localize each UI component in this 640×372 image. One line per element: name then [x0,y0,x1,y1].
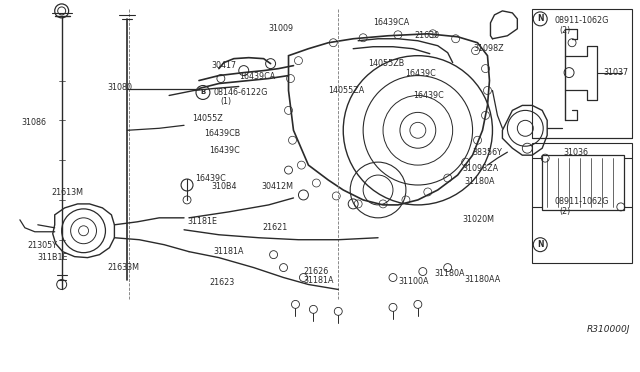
Text: 31036: 31036 [563,148,588,157]
Text: 08911-1062G: 08911-1062G [554,198,609,206]
Text: 311B1E: 311B1E [38,253,68,262]
Text: 08911-1062G: 08911-1062G [554,16,609,25]
Text: 31098ZA: 31098ZA [463,164,499,173]
Text: B: B [200,90,205,96]
Text: 16439C: 16439C [405,69,436,78]
Text: 21633M: 21633M [108,263,140,272]
Text: 31100A: 31100A [398,277,428,286]
Text: 16439C: 16439C [413,91,444,100]
Text: 14055ZA: 14055ZA [328,86,365,95]
Text: 31020M: 31020M [463,215,495,224]
Text: 31181A: 31181A [303,276,334,285]
Text: 30417: 30417 [212,61,237,70]
Text: 31181E: 31181E [187,217,217,226]
Text: 16439CA: 16439CA [373,18,410,27]
Text: 14055Z: 14055Z [192,114,223,123]
Text: (2): (2) [559,207,570,217]
Bar [532,143,632,263]
Text: 31080: 31080 [108,83,132,92]
Text: 21305Y: 21305Y [28,241,58,250]
Text: (2): (2) [559,26,570,35]
Text: 21626: 21626 [303,267,329,276]
Text: (1): (1) [221,97,232,106]
Bar [532,9,632,138]
Text: 31037: 31037 [604,68,629,77]
Text: 21623: 21623 [209,278,234,287]
Text: 21613M: 21613M [52,189,84,198]
Text: 16439CA: 16439CA [239,72,275,81]
Text: 16439CB: 16439CB [204,129,240,138]
Text: 08146-6122G: 08146-6122G [214,88,268,97]
Text: 31181A: 31181A [214,247,244,256]
Text: N: N [537,15,543,23]
Text: 30412M: 30412M [262,182,294,190]
Bar [542,155,624,210]
Text: R310000J: R310000J [587,325,630,334]
Text: 38356Y: 38356Y [472,148,502,157]
Text: 21621: 21621 [262,223,288,232]
Text: 16439C: 16439C [195,174,226,183]
Text: N: N [537,240,543,249]
Text: 310B4: 310B4 [212,182,237,190]
Text: 31180AA: 31180AA [465,275,501,284]
Text: 31180A: 31180A [465,177,495,186]
Text: 16439C: 16439C [209,146,239,155]
Text: 31098Z: 31098Z [474,44,504,53]
Text: 31086: 31086 [22,118,47,127]
Text: 21630: 21630 [415,31,440,40]
Text: 31009: 31009 [269,24,294,33]
Text: 31180A: 31180A [435,269,465,278]
Text: 14055ZB: 14055ZB [368,59,404,68]
